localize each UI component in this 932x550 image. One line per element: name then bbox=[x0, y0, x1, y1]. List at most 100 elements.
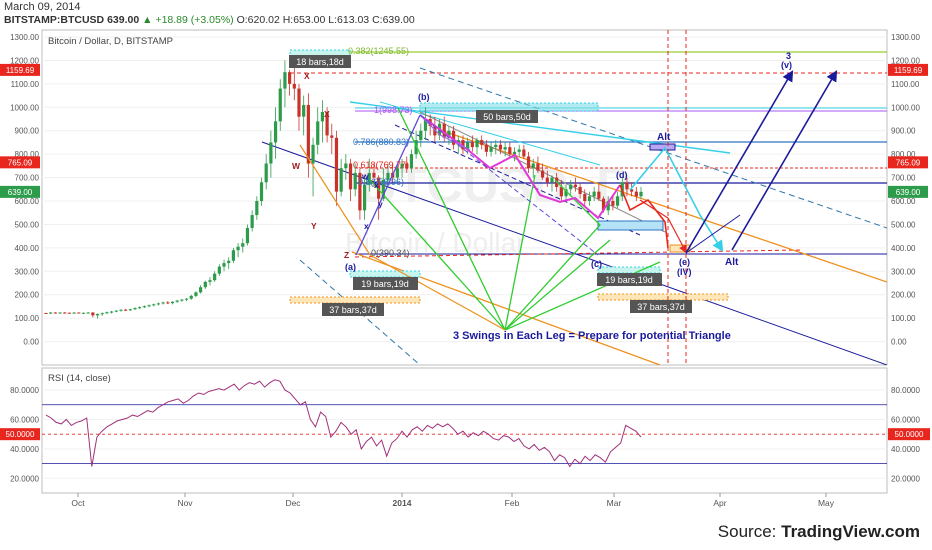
candle-body bbox=[283, 72, 287, 89]
fib-label: 0.382(1245.55) bbox=[348, 46, 409, 56]
y-tick-label: 1100.00 bbox=[891, 80, 920, 89]
price-tag-left bbox=[0, 185, 40, 198]
y-tick-label: 700.00 bbox=[891, 174, 916, 183]
candle-body bbox=[508, 147, 512, 155]
target-box bbox=[597, 220, 664, 231]
candle-body bbox=[541, 170, 545, 178]
price-change: +18.89 (+3.05%) bbox=[155, 14, 234, 26]
chart-date: March 09, 2014 bbox=[4, 1, 81, 13]
time-axis: Oct Nov Dec 2014 Feb Mar Apr May bbox=[71, 493, 835, 508]
candle-body bbox=[264, 163, 268, 183]
range-box bbox=[419, 102, 599, 112]
y-tick-label: 900.00 bbox=[15, 127, 40, 136]
y-tick-label: 100.00 bbox=[891, 314, 916, 323]
candle-body bbox=[615, 196, 620, 206]
candle-body bbox=[58, 312, 62, 314]
candle-body bbox=[470, 142, 474, 148]
candle-body bbox=[297, 88, 301, 117]
candle-body bbox=[255, 201, 259, 216]
rsi-tick-label: 80.0000 bbox=[10, 386, 39, 395]
range-label-text: 18 bars,18d bbox=[296, 57, 344, 67]
candle-body bbox=[142, 306, 146, 308]
symbol-name[interactable]: BITSTAMP:BTCUSD bbox=[4, 14, 105, 26]
range-box bbox=[289, 296, 421, 304]
candle-body bbox=[503, 147, 507, 150]
wave-label: (e) bbox=[679, 257, 690, 267]
price-tag-text: 765.09 bbox=[896, 158, 921, 167]
y-tick-label: 500.00 bbox=[891, 220, 916, 229]
wave-label: Alt bbox=[725, 257, 739, 268]
candle-body bbox=[414, 140, 418, 155]
y-tick-label: 1300.00 bbox=[891, 33, 920, 42]
candle-body bbox=[630, 189, 634, 192]
rsi-tag-text: 50.0000 bbox=[6, 430, 35, 439]
candle-body bbox=[606, 201, 610, 211]
wave-label: (d) bbox=[616, 170, 628, 180]
wave-line bbox=[419, 114, 621, 220]
price-tag-text: 639.00 bbox=[8, 188, 33, 197]
candle-body bbox=[119, 309, 123, 311]
candle-body bbox=[109, 311, 114, 313]
range-box bbox=[349, 270, 421, 278]
wave-label: Alt bbox=[657, 132, 671, 143]
trend-line bbox=[379, 101, 601, 166]
swing-line bbox=[369, 254, 506, 331]
price-pane[interactable] bbox=[41, 29, 888, 366]
candle-body bbox=[156, 303, 161, 305]
range-label: 19 bars,19d bbox=[353, 277, 418, 290]
price-pane-title: Bitcoin / Dollar, D, BITSTAMP bbox=[48, 36, 173, 47]
candle-body bbox=[100, 313, 104, 315]
candle-body bbox=[512, 151, 517, 155]
candle-body bbox=[526, 156, 531, 169]
rsi-tick-label: 60.0000 bbox=[10, 415, 39, 424]
candle-body bbox=[461, 140, 465, 150]
candle-body bbox=[72, 312, 76, 314]
y-tick-label: 200.00 bbox=[891, 291, 916, 300]
target-box bbox=[649, 143, 676, 151]
candle-body bbox=[578, 186, 582, 194]
source-prefix: Source: bbox=[717, 522, 777, 541]
rsi-pane-title: RSI (14, close) bbox=[48, 373, 111, 384]
candle-body bbox=[213, 273, 217, 281]
left-price-axis: 0.00 100.00 200.00 300.00 400.00 500.00 600.00… bbox=[10, 33, 39, 347]
candle-body bbox=[531, 163, 535, 169]
rsi-tick-label: 60.0000 bbox=[891, 415, 920, 424]
candle-body bbox=[306, 104, 310, 164]
rsi-tick-label: 80.0000 bbox=[891, 386, 920, 395]
candle-body bbox=[222, 263, 226, 267]
candle-body bbox=[517, 149, 521, 152]
rsi-tick-label: 20.0000 bbox=[891, 474, 920, 483]
candle-body bbox=[611, 201, 615, 206]
x-tick-label: May bbox=[818, 498, 835, 508]
candle-body bbox=[442, 123, 446, 138]
candle-body bbox=[377, 177, 381, 199]
y-tick-label: 900.00 bbox=[891, 127, 916, 136]
candle-body bbox=[372, 172, 376, 178]
candle-body bbox=[288, 72, 292, 84]
rsi-tick-label: 40.0000 bbox=[10, 445, 39, 454]
rsi-pane[interactable] bbox=[41, 367, 888, 494]
x-tick-label: Mar bbox=[607, 498, 622, 508]
candle-body bbox=[597, 191, 601, 199]
price-tag-right bbox=[888, 156, 928, 169]
candle-body bbox=[419, 130, 423, 141]
candle-body bbox=[77, 312, 81, 314]
candle-body bbox=[203, 281, 207, 288]
price-tag-text: 639.00 bbox=[896, 188, 921, 197]
y-tick-label: 1200.00 bbox=[891, 56, 920, 65]
candle-body bbox=[522, 149, 526, 157]
y-tick-label: 600.00 bbox=[891, 197, 916, 206]
wave-line bbox=[419, 114, 599, 256]
rsi-left-axis: 20.0000 40.0000 60.0000 80.0000 bbox=[10, 386, 39, 483]
wave-label: 3 bbox=[786, 51, 791, 61]
candle-body bbox=[466, 142, 470, 150]
candle-body bbox=[339, 168, 343, 192]
low-value: L:613.03 bbox=[328, 14, 370, 26]
channel-line bbox=[299, 259, 421, 365]
candle-body bbox=[480, 140, 484, 145]
wave-label: (c) bbox=[591, 259, 602, 269]
y-tick-label: 1000.00 bbox=[891, 103, 920, 112]
candle-body bbox=[353, 172, 357, 190]
y-tick-label: 1000.00 bbox=[10, 103, 39, 112]
candle-body bbox=[484, 144, 488, 152]
